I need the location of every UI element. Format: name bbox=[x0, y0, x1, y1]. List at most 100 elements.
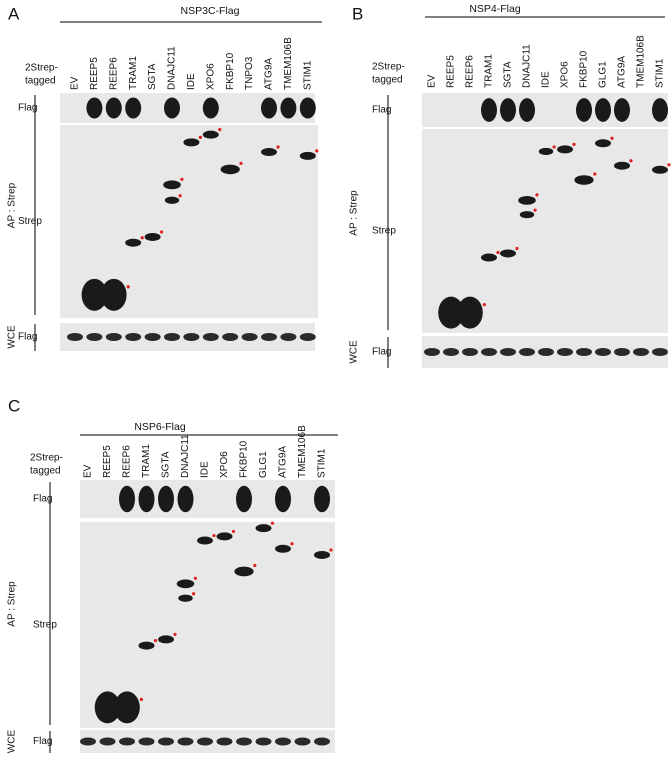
band bbox=[222, 333, 239, 341]
band bbox=[538, 147, 554, 156]
band bbox=[234, 566, 254, 577]
band bbox=[80, 737, 96, 746]
band bbox=[280, 97, 297, 119]
lane-label: FKBP10 bbox=[579, 50, 590, 88]
band bbox=[202, 333, 219, 341]
blot bbox=[80, 480, 335, 518]
lane-label: FKBP10 bbox=[239, 440, 250, 478]
band bbox=[614, 161, 630, 170]
band bbox=[443, 348, 459, 356]
asterisk bbox=[533, 208, 537, 212]
asterisk bbox=[535, 193, 539, 197]
panel-title: NSP3C-Flag bbox=[181, 5, 240, 17]
panel-letter: A bbox=[8, 4, 20, 23]
band bbox=[275, 544, 291, 553]
band bbox=[177, 737, 194, 746]
band bbox=[314, 485, 330, 513]
blot-label: Strep bbox=[33, 620, 57, 631]
lane-label: SGTA bbox=[147, 63, 158, 90]
band bbox=[481, 253, 497, 262]
band bbox=[280, 333, 297, 341]
band bbox=[241, 333, 258, 341]
band bbox=[197, 737, 213, 746]
lane-label: TNPO3 bbox=[244, 56, 255, 90]
ap-label: AP : Strep bbox=[7, 182, 18, 228]
band bbox=[86, 97, 103, 119]
band bbox=[183, 333, 200, 341]
tag-label: 2Strep- bbox=[30, 453, 63, 464]
lane-label: IDE bbox=[541, 71, 552, 88]
band bbox=[519, 348, 535, 356]
band bbox=[125, 238, 142, 247]
band bbox=[519, 98, 535, 122]
asterisk bbox=[126, 285, 130, 289]
asterisk bbox=[153, 639, 158, 643]
band bbox=[652, 165, 668, 174]
lane-label: REEP5 bbox=[102, 445, 113, 478]
band bbox=[462, 348, 478, 356]
lane-label: EV bbox=[83, 464, 94, 478]
lane-label: TRAM1 bbox=[141, 444, 152, 478]
band bbox=[144, 232, 161, 241]
lane-label: GLG1 bbox=[258, 451, 269, 478]
band bbox=[220, 164, 240, 175]
band bbox=[457, 296, 483, 329]
band bbox=[177, 485, 194, 513]
band bbox=[125, 333, 142, 341]
ap-label: AP : Strep bbox=[7, 581, 18, 627]
band bbox=[299, 333, 316, 341]
band bbox=[164, 333, 180, 341]
lane-label: IDE bbox=[186, 73, 197, 90]
band bbox=[500, 98, 516, 122]
band bbox=[294, 737, 311, 746]
band bbox=[255, 524, 272, 533]
lane-label: TMEM106B bbox=[297, 425, 308, 478]
blot-label: Flag bbox=[372, 105, 391, 116]
band bbox=[576, 98, 592, 122]
blot-label: Flag bbox=[33, 736, 52, 747]
blot bbox=[422, 93, 668, 127]
asterisk bbox=[140, 236, 144, 240]
band bbox=[158, 737, 174, 746]
lane-label: EV bbox=[427, 74, 438, 88]
wce-label: WCE bbox=[349, 340, 360, 364]
asterisk bbox=[610, 136, 614, 140]
lane-label: DNAJC11 bbox=[522, 44, 533, 88]
asterisk bbox=[496, 250, 500, 255]
band bbox=[538, 348, 554, 356]
lane-label: GLG1 bbox=[598, 61, 609, 88]
panel-title: NSP6-Flag bbox=[134, 421, 186, 433]
band bbox=[275, 485, 291, 513]
lane-label: REEP6 bbox=[465, 55, 476, 88]
asterisk bbox=[572, 142, 576, 146]
band bbox=[595, 98, 611, 122]
lane-label: SGTA bbox=[503, 61, 514, 88]
asterisk bbox=[231, 529, 236, 534]
band bbox=[158, 635, 174, 644]
band bbox=[101, 278, 127, 311]
band bbox=[67, 333, 83, 341]
lane-label: XPO6 bbox=[205, 63, 216, 90]
band bbox=[424, 348, 440, 356]
blot-label: Flag bbox=[18, 103, 37, 114]
wce-label: WCE bbox=[7, 325, 18, 349]
band bbox=[261, 333, 277, 341]
lane-label: TRAM1 bbox=[484, 54, 495, 88]
asterisk bbox=[253, 563, 257, 568]
asterisk bbox=[515, 246, 519, 251]
band bbox=[236, 737, 252, 746]
band bbox=[500, 249, 516, 258]
band bbox=[216, 532, 233, 541]
asterisk bbox=[667, 163, 671, 167]
wce-label: WCE bbox=[7, 730, 18, 754]
band bbox=[574, 175, 594, 185]
lane-label: IDE bbox=[200, 461, 211, 478]
asterisk bbox=[482, 303, 486, 307]
band bbox=[114, 691, 140, 724]
lane-label: TMEM106B bbox=[636, 35, 647, 88]
band bbox=[518, 196, 536, 205]
asterisk bbox=[276, 145, 280, 149]
ap-label: AP : Strep bbox=[349, 190, 360, 236]
asterisk bbox=[160, 230, 164, 234]
